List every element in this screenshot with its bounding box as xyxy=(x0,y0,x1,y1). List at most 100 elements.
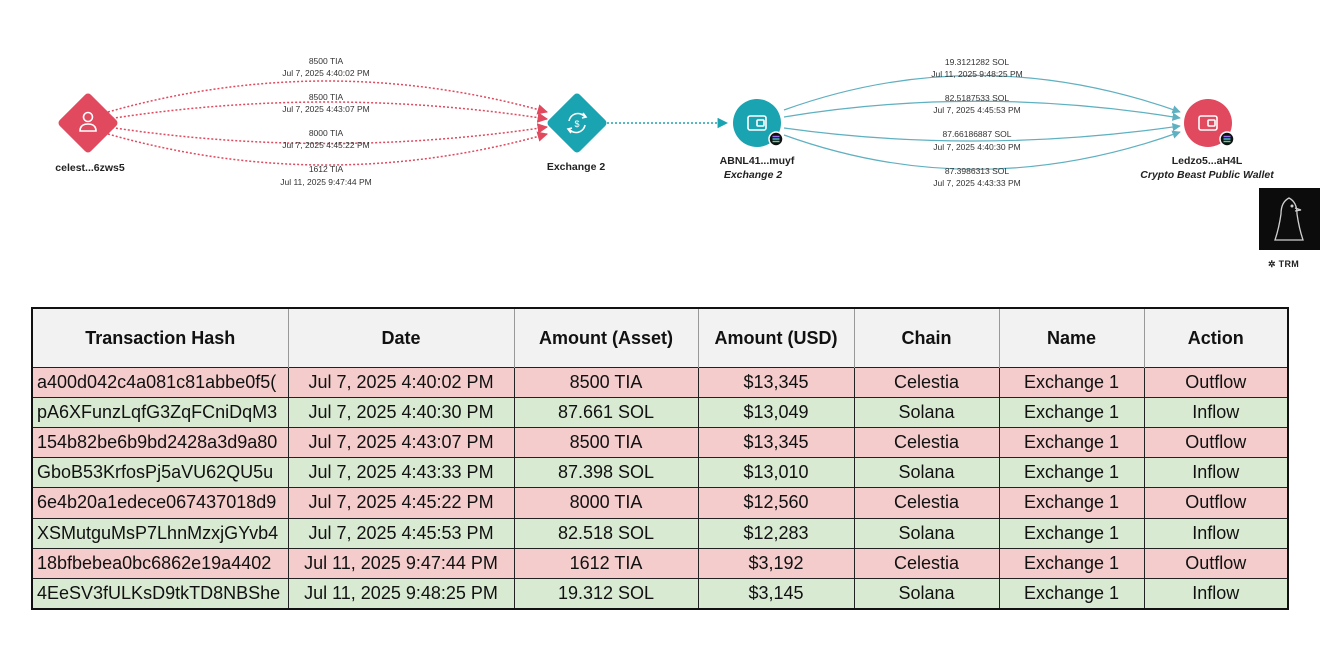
trm-logo-icon: ✲ xyxy=(1268,259,1279,269)
column-header: Name xyxy=(999,308,1145,368)
date-cell: Jul 7, 2025 4:40:02 PM xyxy=(287,366,515,399)
date-cell: Jul 7, 2025 4:40:30 PM xyxy=(287,397,515,429)
ledzo-wallet-sublabel: Crypto Beast Public Wallet xyxy=(1140,169,1274,181)
table-row: pA6XFunzLqfG3ZqFCniDqM3 Jul 7, 2025 4:40… xyxy=(31,397,1289,429)
table-row: 6e4b20a1edece067437018d9 Jul 7, 2025 4:4… xyxy=(31,487,1289,519)
name-cell: Exchange 1 xyxy=(998,457,1145,489)
table-row: a400d042c4a081c81abbe0f5( Jul 7, 2025 4:… xyxy=(31,366,1289,399)
tia-edge xyxy=(107,131,549,166)
tia-edge-amount: 8000 TIA xyxy=(309,128,344,138)
date-cell: Jul 7, 2025 4:45:53 PM xyxy=(287,517,515,549)
sol-edge xyxy=(783,130,1181,170)
wallet-icon xyxy=(747,115,767,131)
asset-amount-cell: 8500 TIA xyxy=(513,366,699,399)
usd-amount-cell: $13,049 xyxy=(697,397,855,429)
solana-chain-icon xyxy=(1223,135,1231,143)
action-cell: Inflow xyxy=(1143,397,1289,429)
name-cell: Exchange 1 xyxy=(998,427,1145,459)
solana-chain-icon xyxy=(772,135,780,143)
asset-amount-cell: 8500 TIA xyxy=(513,427,699,459)
chain-cell: Celestia xyxy=(853,547,1000,579)
sol-edge-amount: 19.3121282 SOL xyxy=(945,57,1010,67)
tx-hash-cell: GboB53KrfosPj5aVU62QU5u xyxy=(31,457,289,489)
usd-amount-cell: $13,345 xyxy=(697,427,855,459)
tia-edge-time: Jul 7, 2025 4:43:07 PM xyxy=(282,104,369,114)
sol-edge-amount: 87.3986313 SOL xyxy=(945,166,1010,176)
name-cell: Exchange 1 xyxy=(998,517,1145,549)
name-cell: Exchange 1 xyxy=(998,547,1145,579)
abnl-wallet-node[interactable] xyxy=(733,99,784,147)
column-header: Chain xyxy=(854,308,1000,368)
sol-edge-time: Jul 7, 2025 4:43:33 PM xyxy=(933,178,1020,188)
tx-hash-cell: a400d042c4a081c81abbe0f5( xyxy=(31,366,289,399)
tx-hash-cell: 4EeSV3fULKsD9tkTD8NBShe xyxy=(31,577,289,610)
usd-amount-cell: $13,345 xyxy=(697,366,855,399)
tx-hash-cell: 154b82be6b9bd2428a3d9a80 xyxy=(31,427,289,459)
usd-amount-cell: $3,145 xyxy=(697,577,855,610)
table-row: 18bfbebea0bc6862e19a4402 Jul 11, 2025 9:… xyxy=(31,547,1289,579)
tia-edge-amount: 8500 TIA xyxy=(309,56,344,66)
tia-edge-amount: 8500 TIA xyxy=(309,92,344,102)
action-cell: Inflow xyxy=(1143,517,1289,549)
abnl-wallet-label: ABNL41...muyf xyxy=(720,155,795,167)
flow-graph: 8500 TIA Jul 7, 2025 4:40:02 PM 8500 TIA… xyxy=(55,56,1274,188)
penguin-icon xyxy=(1274,197,1304,241)
chain-cell: Solana xyxy=(853,397,1000,429)
tx-hash-cell: pA6XFunzLqfG3ZqFCniDqM3 xyxy=(31,397,289,429)
sol-edge-time: Jul 11, 2025 9:48:25 PM xyxy=(931,69,1023,79)
chain-cell: Celestia xyxy=(853,487,1000,519)
column-header: Action xyxy=(1144,308,1289,368)
asset-amount-cell: 8000 TIA xyxy=(513,487,699,519)
table-row: XSMutguMsP7LhnMzxjGYvb4 Jul 7, 2025 4:45… xyxy=(31,517,1289,549)
svg-text:$: $ xyxy=(574,119,579,129)
tia-edge-time: Jul 11, 2025 9:47:44 PM xyxy=(280,177,372,187)
date-cell: Jul 11, 2025 9:48:25 PM xyxy=(287,577,515,610)
date-cell: Jul 7, 2025 4:43:33 PM xyxy=(287,457,515,489)
date-cell: Jul 11, 2025 9:47:44 PM xyxy=(287,547,515,579)
transactions-table: Transaction Hash Date Amount (Asset) Amo… xyxy=(31,307,1289,610)
name-cell: Exchange 1 xyxy=(998,397,1145,429)
tx-hash-cell: 6e4b20a1edece067437018d9 xyxy=(31,487,289,519)
source-node-label: celest...6zws5 xyxy=(55,162,125,174)
sol-edge-time: Jul 7, 2025 4:40:30 PM xyxy=(933,142,1020,152)
wallet-icon xyxy=(1198,115,1218,131)
name-cell: Exchange 1 xyxy=(998,577,1145,610)
sol-edge-time: Jul 7, 2025 4:45:53 PM xyxy=(933,105,1020,115)
usd-amount-cell: $12,283 xyxy=(697,517,855,549)
sol-edge xyxy=(783,100,1181,121)
table-header-row: Transaction Hash Date Amount (Asset) Amo… xyxy=(32,308,1289,368)
person-icon xyxy=(79,111,97,132)
column-header: Amount (USD) xyxy=(698,308,855,368)
action-cell: Outflow xyxy=(1143,427,1289,459)
source-node[interactable] xyxy=(57,92,119,154)
ledzo-wallet-node[interactable] xyxy=(1184,99,1235,147)
column-header: Transaction Hash xyxy=(32,308,289,368)
action-cell: Outflow xyxy=(1143,487,1289,519)
tia-edge xyxy=(107,80,549,115)
chain-cell: Solana xyxy=(853,517,1000,549)
tia-edge xyxy=(107,123,549,145)
usd-amount-cell: $12,560 xyxy=(697,487,855,519)
date-cell: Jul 7, 2025 4:45:22 PM xyxy=(287,487,515,519)
table-row: 4EeSV3fULKsD9tkTD8NBShe Jul 11, 2025 9:4… xyxy=(31,577,1289,610)
tia-edge-time: Jul 7, 2025 4:40:02 PM xyxy=(282,68,369,78)
chain-cell: Celestia xyxy=(853,427,1000,459)
name-cell: Exchange 1 xyxy=(998,366,1145,399)
ledzo-wallet-label: Ledzo5...aH4L xyxy=(1172,155,1243,167)
exchange-2-node[interactable]: $ xyxy=(546,92,608,154)
date-cell: Jul 7, 2025 4:43:07 PM xyxy=(287,427,515,459)
chain-cell: Celestia xyxy=(853,366,1000,399)
sol-edge xyxy=(783,122,1181,142)
tia-edge xyxy=(107,101,549,123)
tia-edge-amount: 1612 TIA xyxy=(309,164,344,174)
action-cell: Inflow xyxy=(1143,577,1289,610)
sol-edge xyxy=(783,74,1181,114)
column-header: Date xyxy=(288,308,515,368)
table-row: GboB53KrfosPj5aVU62QU5u Jul 7, 2025 4:43… xyxy=(31,457,1289,489)
action-cell: Inflow xyxy=(1143,457,1289,489)
exchange-icon: $ xyxy=(566,112,588,134)
trm-logo-text: TRM xyxy=(1278,259,1300,269)
usd-amount-cell: $13,010 xyxy=(697,457,855,489)
usd-amount-cell: $3,192 xyxy=(697,547,855,579)
asset-amount-cell: 19.312 SOL xyxy=(513,577,699,610)
